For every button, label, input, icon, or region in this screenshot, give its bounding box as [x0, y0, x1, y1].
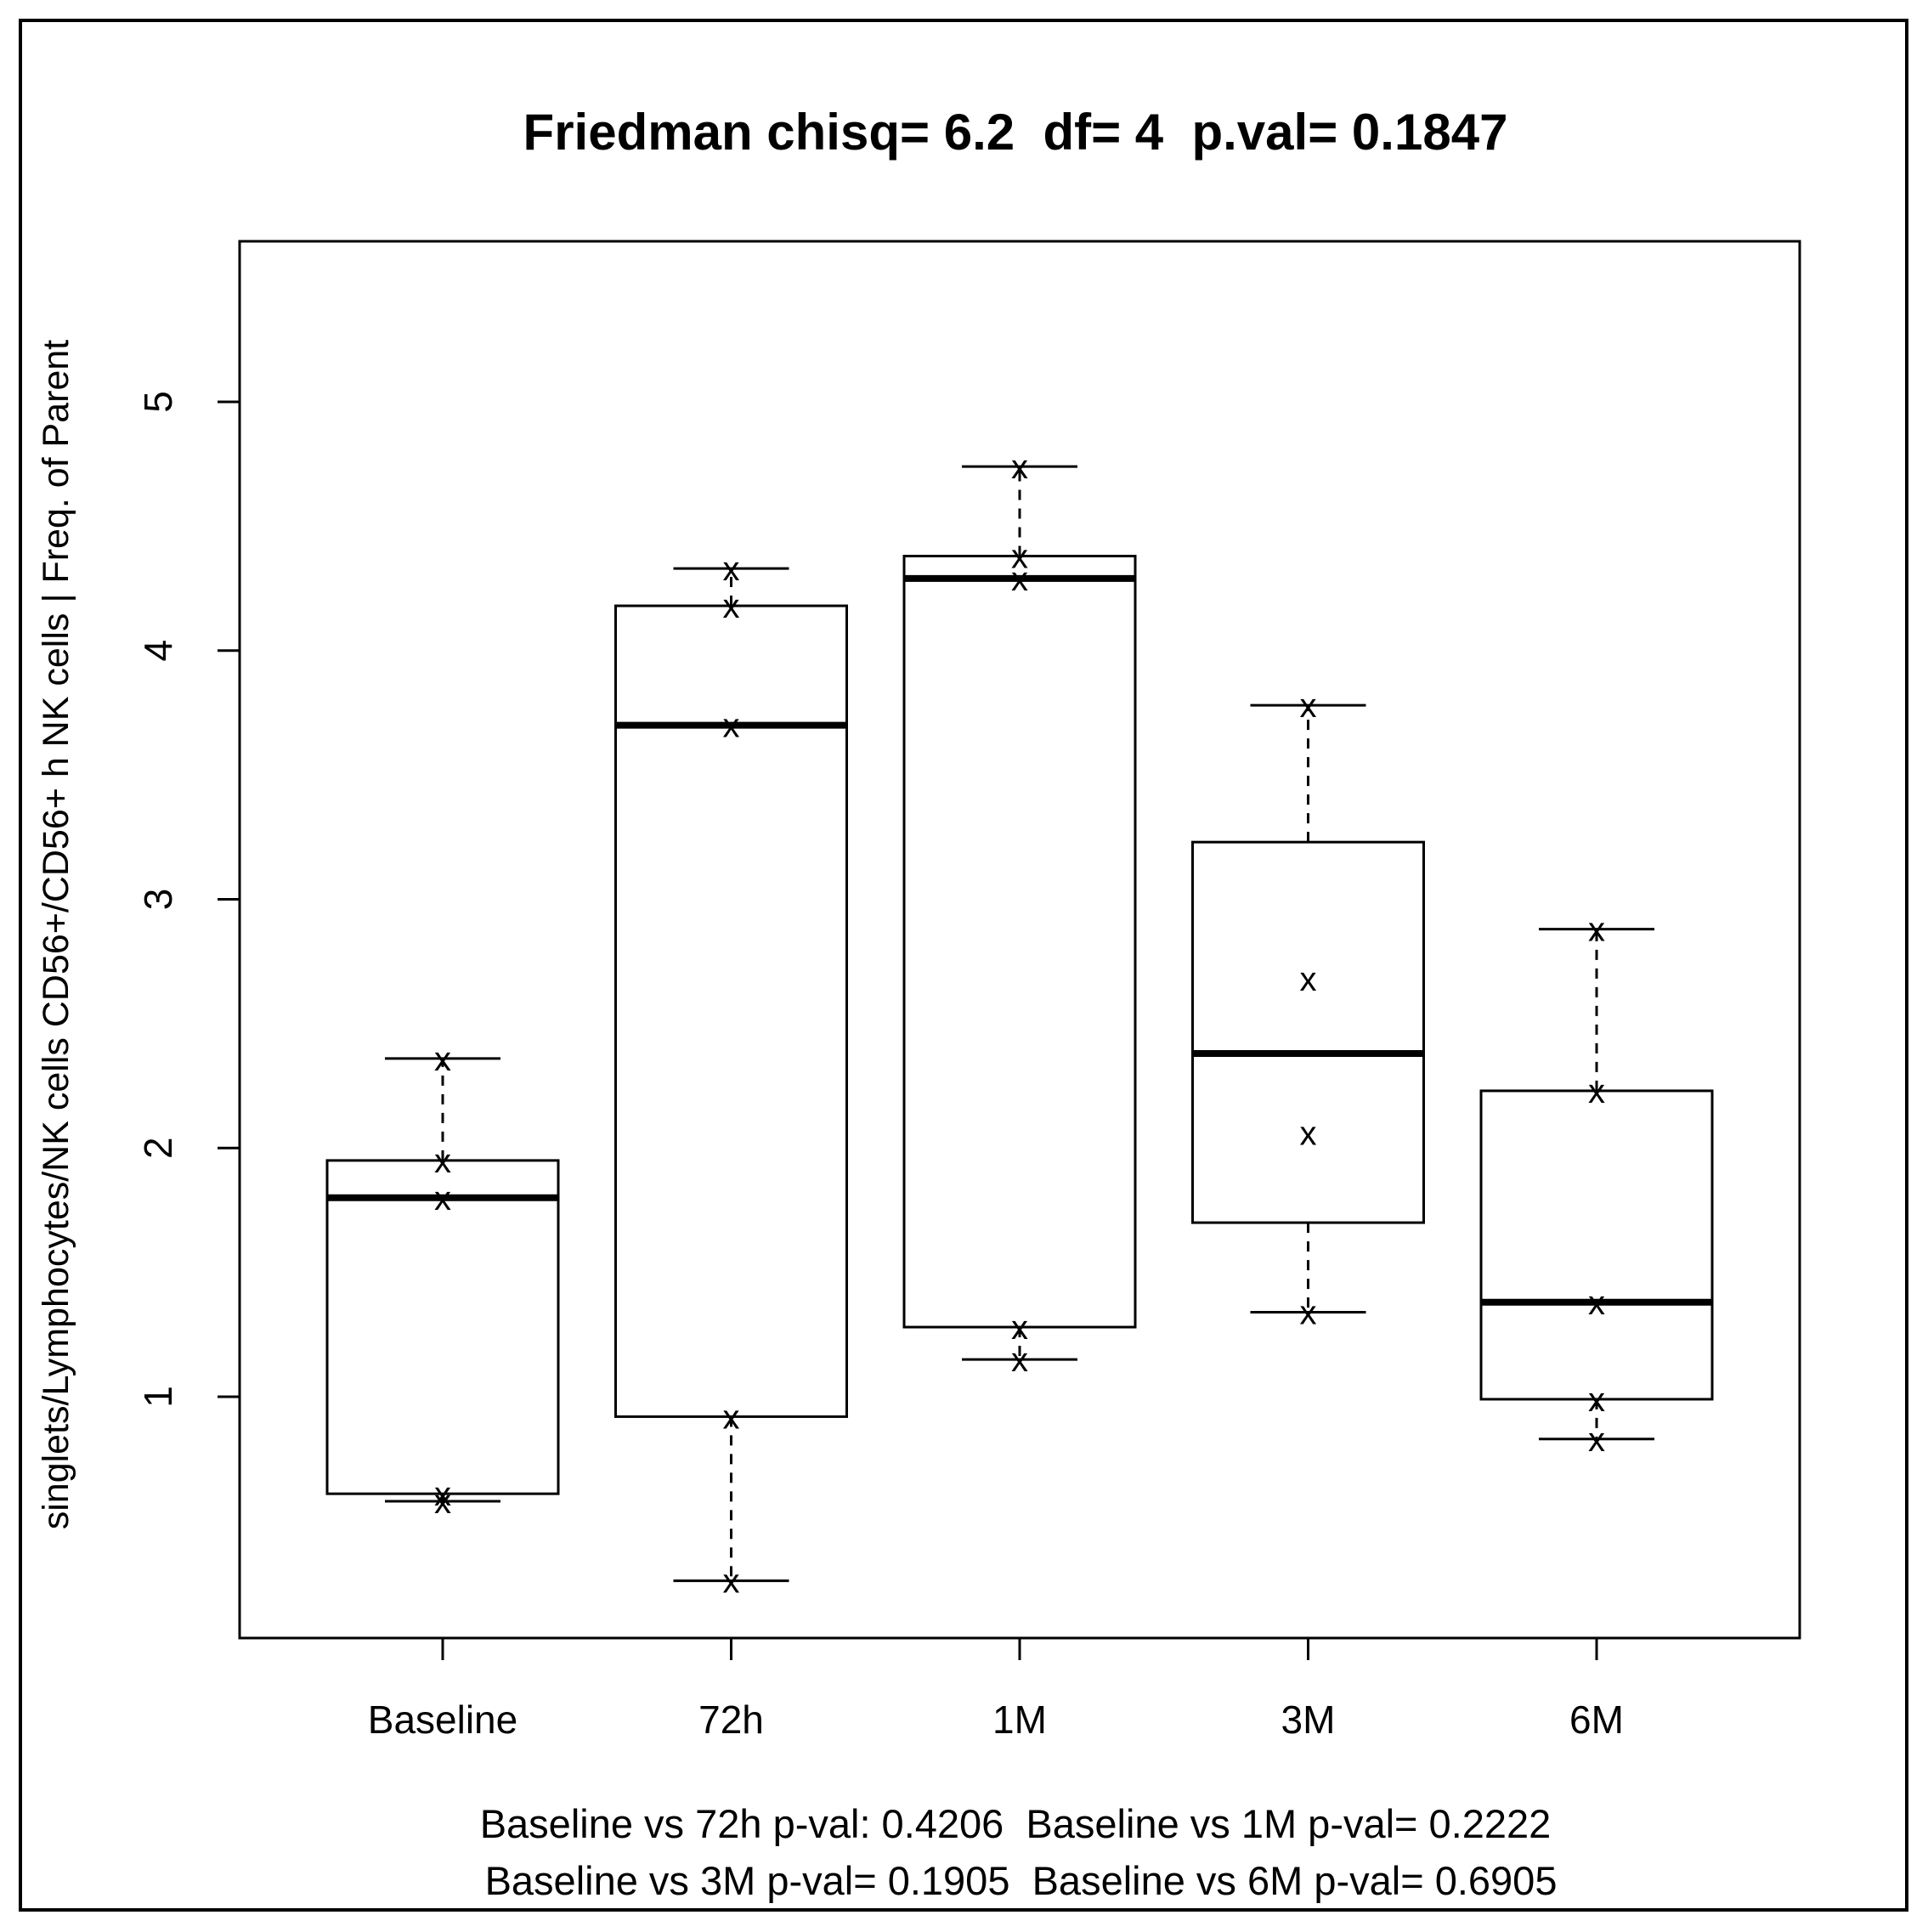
x-tick-label: 1M: [992, 1698, 1047, 1742]
data-point-marker: x: [1588, 1073, 1605, 1110]
x-tick-label: 72h: [698, 1698, 764, 1742]
data-point-marker: x: [1300, 1294, 1317, 1331]
data-point-marker: x: [1300, 1116, 1317, 1153]
figure-frame: [19, 19, 1908, 1912]
box-3M: [1191, 840, 1425, 1224]
data-point-marker: x: [1300, 961, 1317, 998]
data-point-marker: x: [1300, 687, 1317, 725]
y-tick-label: 3: [136, 889, 180, 911]
x-tick-label: Baseline: [368, 1698, 517, 1742]
y-tick-label: 4: [136, 640, 180, 662]
data-point-marker: x: [434, 1041, 451, 1078]
data-point-marker: x: [434, 1143, 451, 1180]
data-point-marker: x: [1011, 539, 1028, 576]
data-point-marker: x: [1011, 449, 1028, 486]
box-1M: [902, 555, 1137, 1329]
box-Baseline: [325, 1159, 560, 1495]
y-tick-label: 2: [136, 1137, 180, 1159]
data-point-marker: x: [434, 1180, 451, 1217]
y-axis-label: singlets/Lymphocytes/NK cells CD56+/CD56…: [36, 340, 76, 1530]
y-tick-label: 5: [136, 391, 180, 413]
x-tick-label: 3M: [1281, 1698, 1336, 1742]
data-point-marker: x: [434, 1476, 451, 1513]
data-point-marker: x: [1588, 1285, 1605, 1322]
data-point-marker: x: [1588, 912, 1605, 949]
data-point-marker: x: [1011, 1309, 1028, 1347]
data-point-marker: x: [723, 708, 740, 745]
chart-title: Friedman chisq= 6.2 df= 4 p.val= 0.1847: [523, 104, 1508, 161]
footer-pvalue-line-2: Baseline vs 3M p-val= 0.1905 Baseline vs…: [474, 1858, 1558, 1903]
data-point-marker: x: [723, 551, 740, 588]
data-point-marker: x: [1588, 1421, 1605, 1459]
data-point-marker: x: [434, 1483, 451, 1521]
box-72h: [614, 604, 848, 1418]
data-point-marker: x: [1011, 1342, 1028, 1379]
data-point-marker: x: [723, 1398, 740, 1436]
data-point-marker: x: [1588, 1381, 1605, 1419]
footer-pvalue-line-1: Baseline vs 72h p-val: 0.4206 Baseline v…: [480, 1801, 1552, 1846]
y-tick-label: 1: [136, 1386, 180, 1408]
data-point-marker: x: [723, 1563, 740, 1601]
x-tick-label: 6M: [1569, 1698, 1624, 1742]
data-point-marker: x: [723, 588, 740, 625]
box-6M: [1479, 1089, 1714, 1401]
data-point-marker: x: [1011, 561, 1028, 598]
